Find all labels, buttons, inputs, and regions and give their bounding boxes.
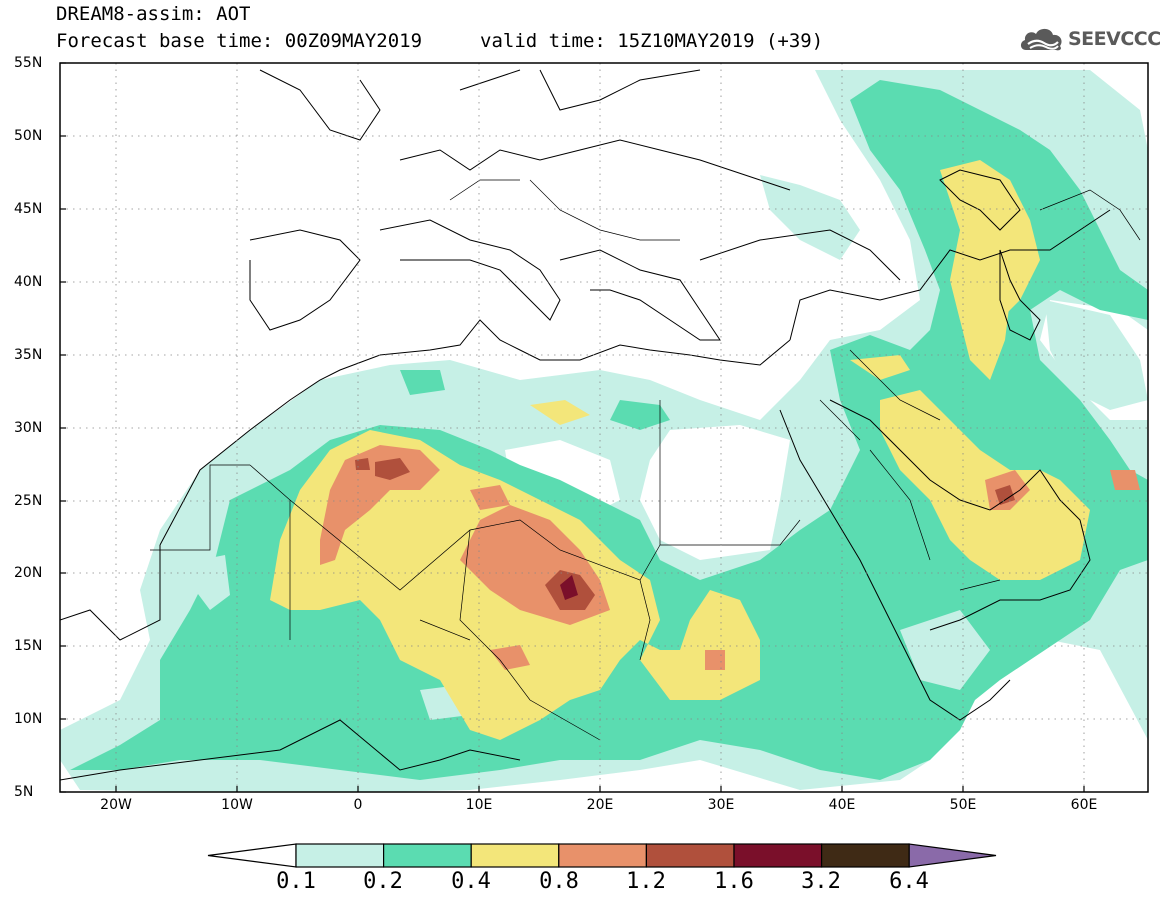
lat-label-30n: 30N	[14, 420, 43, 436]
seevccc-logo: SEEVCCC	[1018, 22, 1161, 56]
lon-label-40e: 40E	[828, 797, 856, 813]
legend-label-0.1: 0.1	[276, 869, 316, 894]
lat-label-50n: 50N	[14, 128, 43, 144]
gridlines	[60, 63, 1148, 792]
country-borders	[150, 179, 1141, 741]
axis-ticks	[60, 62, 1085, 793]
lon-label-60e: 60E	[1070, 797, 1098, 813]
lat-label-5n: 5N	[14, 784, 34, 800]
cloud-icon	[1020, 28, 1062, 51]
lat-label-15n: 15N	[14, 638, 43, 654]
legend-label-1.6: 1.6	[714, 869, 754, 894]
legend-label-6.4: 6.4	[889, 869, 929, 894]
lat-label-25n: 25N	[14, 493, 43, 509]
lon-label-10e: 10E	[465, 797, 493, 813]
aot-field-0.1-pockets	[195, 300, 1148, 720]
lat-label-55n: 55N	[14, 55, 43, 71]
lat-label-10n: 10N	[14, 711, 43, 727]
legend-label-0.4: 0.4	[451, 869, 491, 894]
logo-text: SEEVCCC	[1068, 28, 1161, 50]
legend-label-0.2: 0.2	[363, 869, 403, 894]
aot-field-1.6	[560, 575, 578, 600]
forecast-times: Forecast base time: 00Z09MAY2019 valid ti…	[56, 30, 823, 52]
lon-label-20w: 20W	[100, 797, 132, 813]
legend-label-1.2: 1.2	[626, 869, 666, 894]
lon-label-10w: 10W	[221, 797, 253, 813]
map-title: DREAM8-assim: AOT	[56, 3, 251, 25]
valid-time: valid time: 15Z10MAY2019 (+39)	[480, 30, 824, 52]
lon-label-20e: 20E	[586, 797, 614, 813]
coastlines	[60, 69, 1111, 781]
lat-label-45n: 45N	[14, 201, 43, 217]
lon-label-30e: 30E	[707, 797, 735, 813]
lon-label-50e: 50E	[949, 797, 977, 813]
legend-label-0.8: 0.8	[539, 869, 579, 894]
lat-label-35n: 35N	[14, 347, 43, 363]
base-time: Forecast base time: 00Z09MAY2019	[56, 30, 423, 52]
legend-label-3.2: 3.2	[801, 869, 841, 894]
lat-label-20n: 20N	[14, 565, 43, 581]
lon-label-0: 0	[353, 797, 363, 813]
lat-label-40n: 40N	[14, 274, 43, 290]
